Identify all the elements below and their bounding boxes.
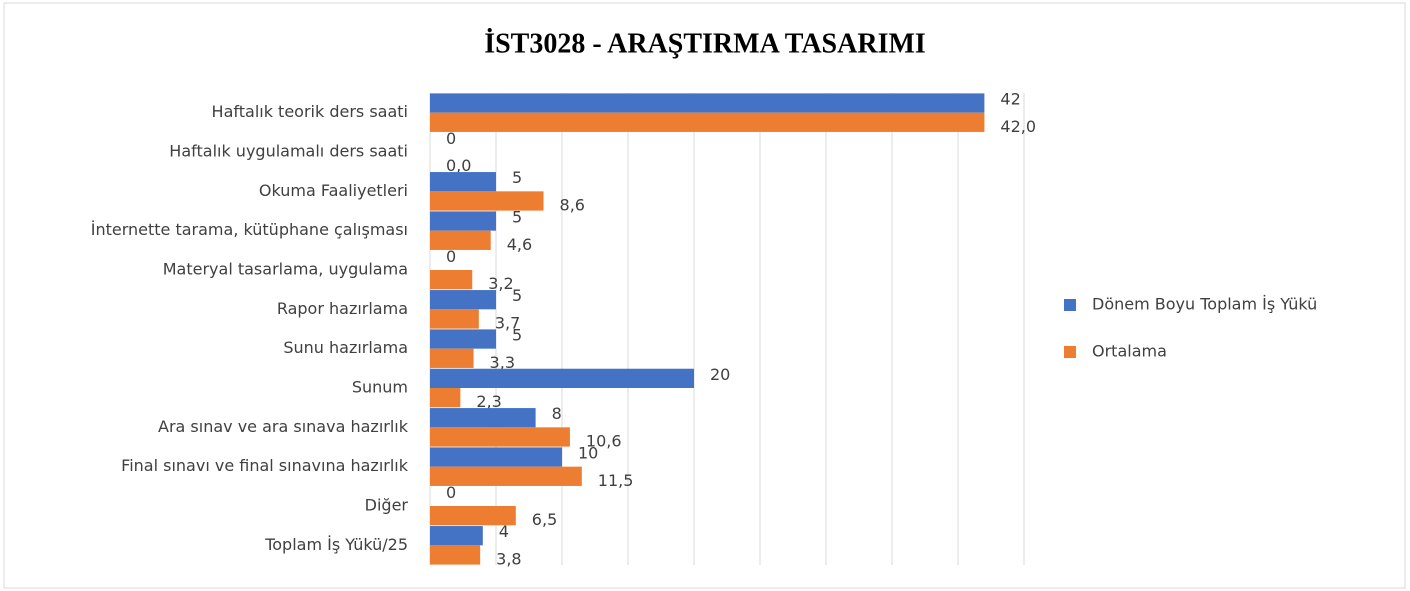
data-label: 8 xyxy=(552,404,562,423)
data-label: 0 xyxy=(446,483,456,502)
data-label: 42,0 xyxy=(1000,117,1036,136)
bar xyxy=(430,427,570,447)
category-label: Haftalık uygulamalı ders saati xyxy=(169,142,408,161)
bar xyxy=(430,447,562,467)
data-label: 5 xyxy=(512,208,522,227)
data-label: 5 xyxy=(512,168,522,187)
category-label: Materyal tasarlama, uygulama xyxy=(163,260,408,279)
category-label: Toplam İş Yükü/25 xyxy=(264,535,408,554)
data-label: 3,8 xyxy=(496,549,521,568)
bar xyxy=(430,290,496,310)
bar xyxy=(430,408,536,428)
data-label: 11,5 xyxy=(598,471,634,490)
bar xyxy=(430,329,496,349)
bar xyxy=(430,466,582,486)
legend-label: Dönem Boyu Toplam İş Yükü xyxy=(1092,295,1317,314)
data-label: 2,3 xyxy=(476,392,501,411)
category-label: Sunum xyxy=(352,378,408,397)
data-label: 4 xyxy=(499,522,509,541)
bar xyxy=(430,93,985,113)
data-label: 3,2 xyxy=(488,274,513,293)
chart-title: İST3028 - ARAŞTIRMA TASARIMI xyxy=(484,28,926,59)
data-label: 0 xyxy=(446,129,456,148)
data-label: 10 xyxy=(578,444,598,463)
data-label: 0,0 xyxy=(446,156,471,175)
legend-swatch xyxy=(1064,346,1076,358)
data-label: 5 xyxy=(512,286,522,305)
bar xyxy=(430,368,694,388)
bar xyxy=(430,211,496,231)
bar xyxy=(430,172,496,192)
category-label: Sunu hazırlama xyxy=(283,338,408,357)
bar xyxy=(430,191,544,211)
bar xyxy=(430,506,516,526)
bar xyxy=(430,526,483,546)
data-label: 0 xyxy=(446,247,456,266)
category-label: Final sınavı ve final sınavına hazırlık xyxy=(121,456,409,475)
category-label: İnternette tarama, kütüphane çalışması xyxy=(91,220,408,239)
legend-swatch xyxy=(1064,299,1076,311)
data-label: 4,6 xyxy=(507,235,532,254)
category-label: Rapor hazırlama xyxy=(277,299,408,318)
bar xyxy=(430,348,474,368)
category-label: Haftalık teorik ders saati xyxy=(212,102,408,121)
category-label: Diğer xyxy=(365,496,409,515)
bar xyxy=(430,230,491,250)
data-label: 3,7 xyxy=(495,313,520,332)
data-label: 42 xyxy=(1000,90,1020,109)
category-label: Okuma Faaliyetleri xyxy=(259,181,408,200)
bar xyxy=(430,388,461,408)
data-label: 20 xyxy=(710,365,730,384)
bar xyxy=(430,309,479,329)
data-label: 8,6 xyxy=(560,195,585,214)
data-label: 6,5 xyxy=(532,510,557,529)
data-label: 10,6 xyxy=(586,431,622,450)
data-label: 3,3 xyxy=(490,353,515,372)
category-label: Ara sınav ve ara sınava hazırlık xyxy=(158,417,409,436)
bar xyxy=(430,112,985,132)
bar xyxy=(430,545,481,565)
data-label: 5 xyxy=(512,326,522,345)
legend-label: Ortalama xyxy=(1092,342,1167,361)
bar xyxy=(430,270,473,290)
